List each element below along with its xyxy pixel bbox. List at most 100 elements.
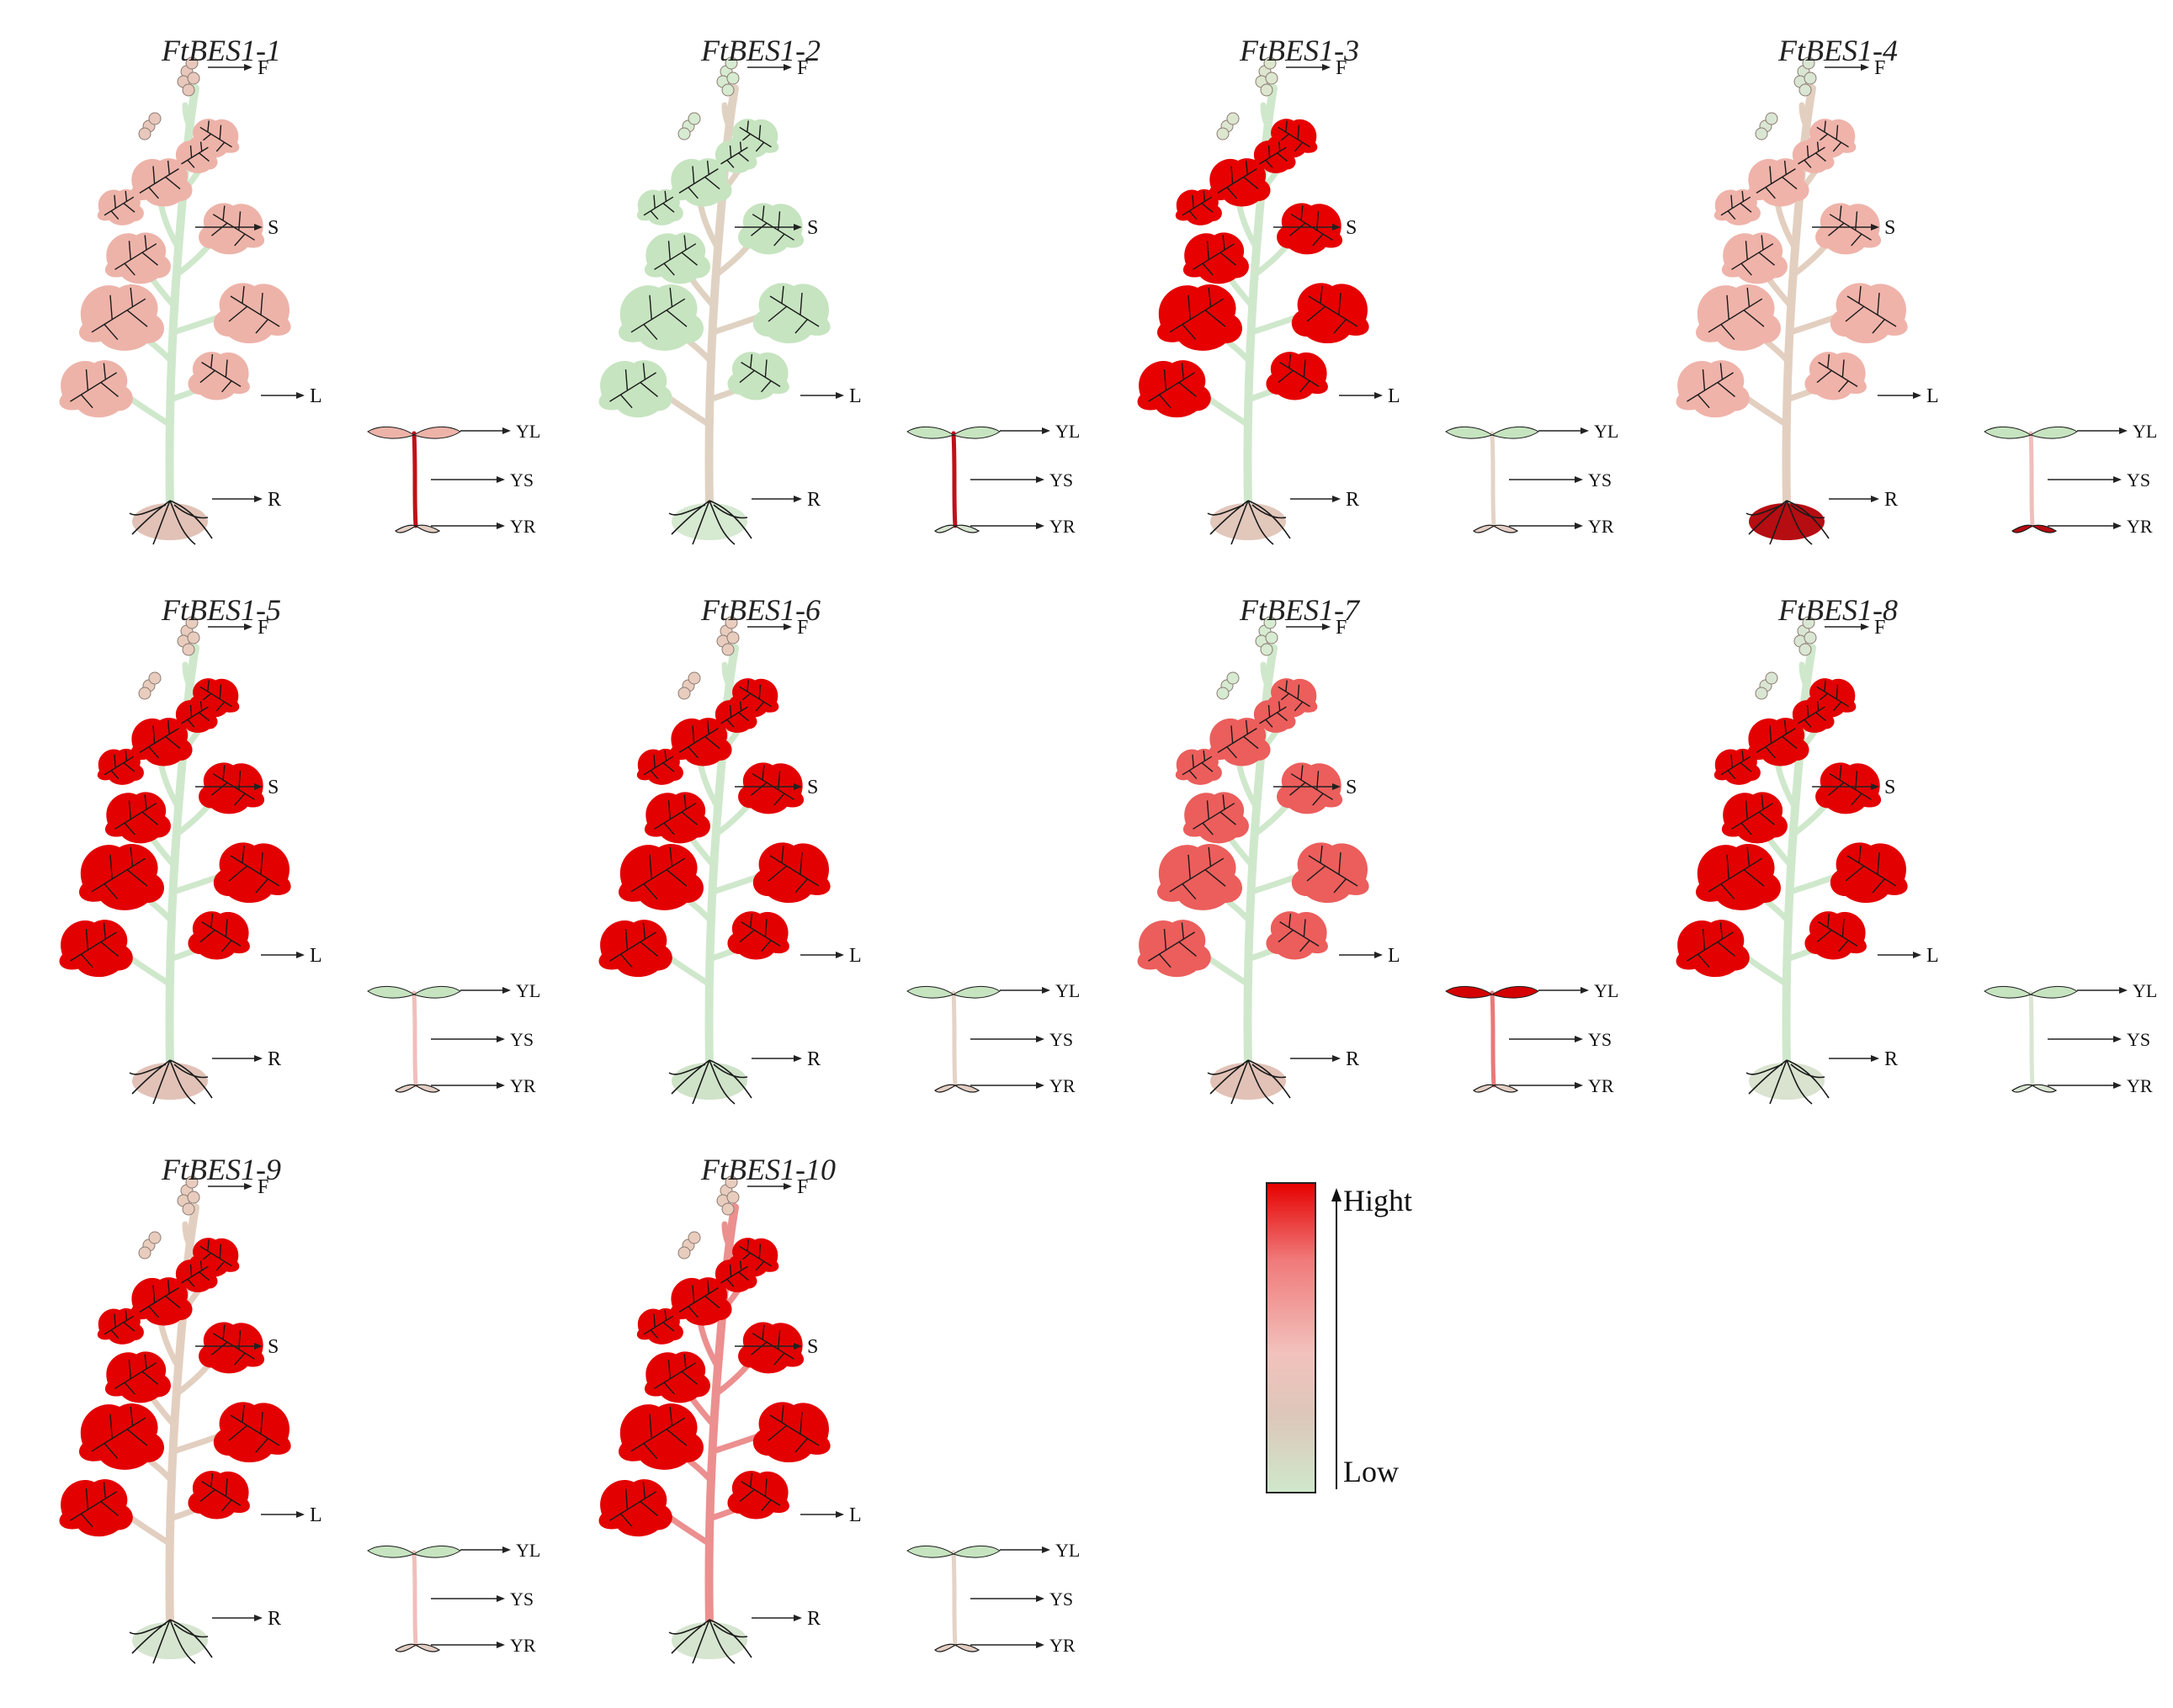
- leaf-vein: [630, 846, 688, 900]
- leaf-label: L: [310, 1504, 322, 1526]
- young-stem-label: YS: [1588, 469, 1612, 491]
- root-mass: [672, 1622, 747, 1659]
- root: [152, 1619, 171, 1664]
- root: [131, 500, 171, 535]
- leaf-vein: [1182, 190, 1214, 220]
- root-mass: [1749, 1063, 1825, 1100]
- flower-bud: [688, 1231, 701, 1244]
- mature-plant: [598, 616, 831, 1105]
- young-root-label: YR: [510, 1635, 536, 1656]
- flower-bud: [1765, 671, 1778, 685]
- young-leaf: [1490, 427, 1539, 439]
- leaf-vein: [654, 235, 698, 276]
- root-arrow-head: [254, 1615, 263, 1621]
- young-leaf: [412, 1546, 461, 1558]
- root: [668, 1064, 706, 1075]
- gene-title: FtBES1-4: [1778, 34, 1898, 67]
- leaf-vein: [1845, 285, 1897, 334]
- root-arrow-head: [794, 1615, 802, 1621]
- leaf: [1253, 140, 1296, 173]
- leaf-vein: [139, 719, 181, 759]
- flower-bud: [1804, 631, 1817, 644]
- leaf-vein: [739, 1472, 781, 1512]
- stem-branch: [182, 661, 195, 693]
- flower-bud: [187, 72, 200, 85]
- young-root-arrow-head: [497, 522, 505, 529]
- leaf-vein: [70, 363, 119, 409]
- flower-bud: [182, 1202, 195, 1216]
- stem-arrow-head: [254, 783, 263, 790]
- root: [709, 1619, 752, 1658]
- root-arrow-head: [1332, 496, 1341, 502]
- root-label: R: [1346, 489, 1359, 511]
- young-stem-arrow-head: [1036, 1595, 1044, 1602]
- mature-plant: [59, 56, 291, 545]
- flower-bud: [1755, 687, 1768, 700]
- flower-bud: [1755, 127, 1768, 141]
- young-root: [934, 524, 980, 533]
- leaf-vein: [678, 1279, 720, 1318]
- leaf-label: L: [849, 385, 862, 407]
- root: [709, 1619, 736, 1664]
- young-root: [1473, 524, 1519, 533]
- root: [131, 1059, 171, 1095]
- flower-arrow-head: [244, 1183, 252, 1190]
- leaf-vein: [104, 750, 135, 780]
- leaf-vein: [1148, 922, 1197, 968]
- leaf: [598, 920, 672, 978]
- young-leaf: [2029, 986, 2078, 999]
- root: [173, 1064, 209, 1079]
- gene-panel: F S L R YL YS YR FtBES1-6: [575, 589, 1113, 1148]
- leaf-vein: [114, 794, 158, 835]
- mature-plant: [1137, 616, 1369, 1105]
- flower-bud: [725, 56, 738, 70]
- flower-bud: [1260, 643, 1273, 656]
- leaf-vein: [768, 1404, 820, 1453]
- flower-bud: [187, 631, 200, 644]
- leaf: [715, 140, 757, 173]
- young-stem-label: YS: [1049, 1029, 1073, 1050]
- gene-title: FtBES1-2: [701, 34, 821, 67]
- leaf-vein: [181, 701, 210, 728]
- leaf-label: L: [1926, 945, 1939, 967]
- stem-branch: [721, 102, 735, 134]
- young-leaf-arrow-head: [1581, 987, 1589, 994]
- stem-label: S: [1884, 217, 1895, 239]
- young-root-label: YR: [1588, 1075, 1614, 1096]
- root-mass: [132, 1622, 208, 1659]
- young-leaf: [1984, 986, 2032, 999]
- root-system: [1745, 500, 1830, 545]
- young-root-arrow-head: [497, 1642, 505, 1648]
- young-leaf: [367, 986, 416, 999]
- leaf-vein: [1798, 141, 1826, 168]
- young-root-label: YR: [2127, 516, 2153, 537]
- leaf: [104, 1351, 171, 1403]
- seedling: [906, 427, 1001, 533]
- stem-arrow-head: [1871, 783, 1879, 790]
- leaf-vein: [738, 680, 772, 712]
- root: [1207, 1064, 1245, 1075]
- flower-label: F: [797, 617, 808, 639]
- leaf-arrow-head: [1374, 392, 1383, 399]
- leaf-arrow-head: [1913, 392, 1921, 399]
- mature-plant: [1137, 56, 1369, 545]
- leaf-vein: [1815, 120, 1849, 152]
- young-root-arrow-head: [1036, 1642, 1044, 1648]
- leaf: [1253, 699, 1296, 733]
- flower-bud: [1802, 616, 1815, 629]
- root: [169, 1059, 213, 1099]
- leaf: [1721, 232, 1788, 284]
- leaf-vein: [609, 363, 658, 409]
- root: [173, 1623, 209, 1638]
- young-leaf: [906, 427, 955, 439]
- leaf: [715, 699, 757, 733]
- leaf-vein: [199, 1239, 232, 1271]
- root: [1745, 504, 1783, 516]
- leaf: [1830, 842, 1908, 904]
- leaf: [97, 188, 144, 225]
- leaf-label: L: [849, 945, 862, 967]
- flower-cluster: [677, 616, 740, 700]
- flower-bud: [185, 1175, 199, 1189]
- stem-branch: [1260, 102, 1273, 134]
- flower-label: F: [797, 1176, 808, 1198]
